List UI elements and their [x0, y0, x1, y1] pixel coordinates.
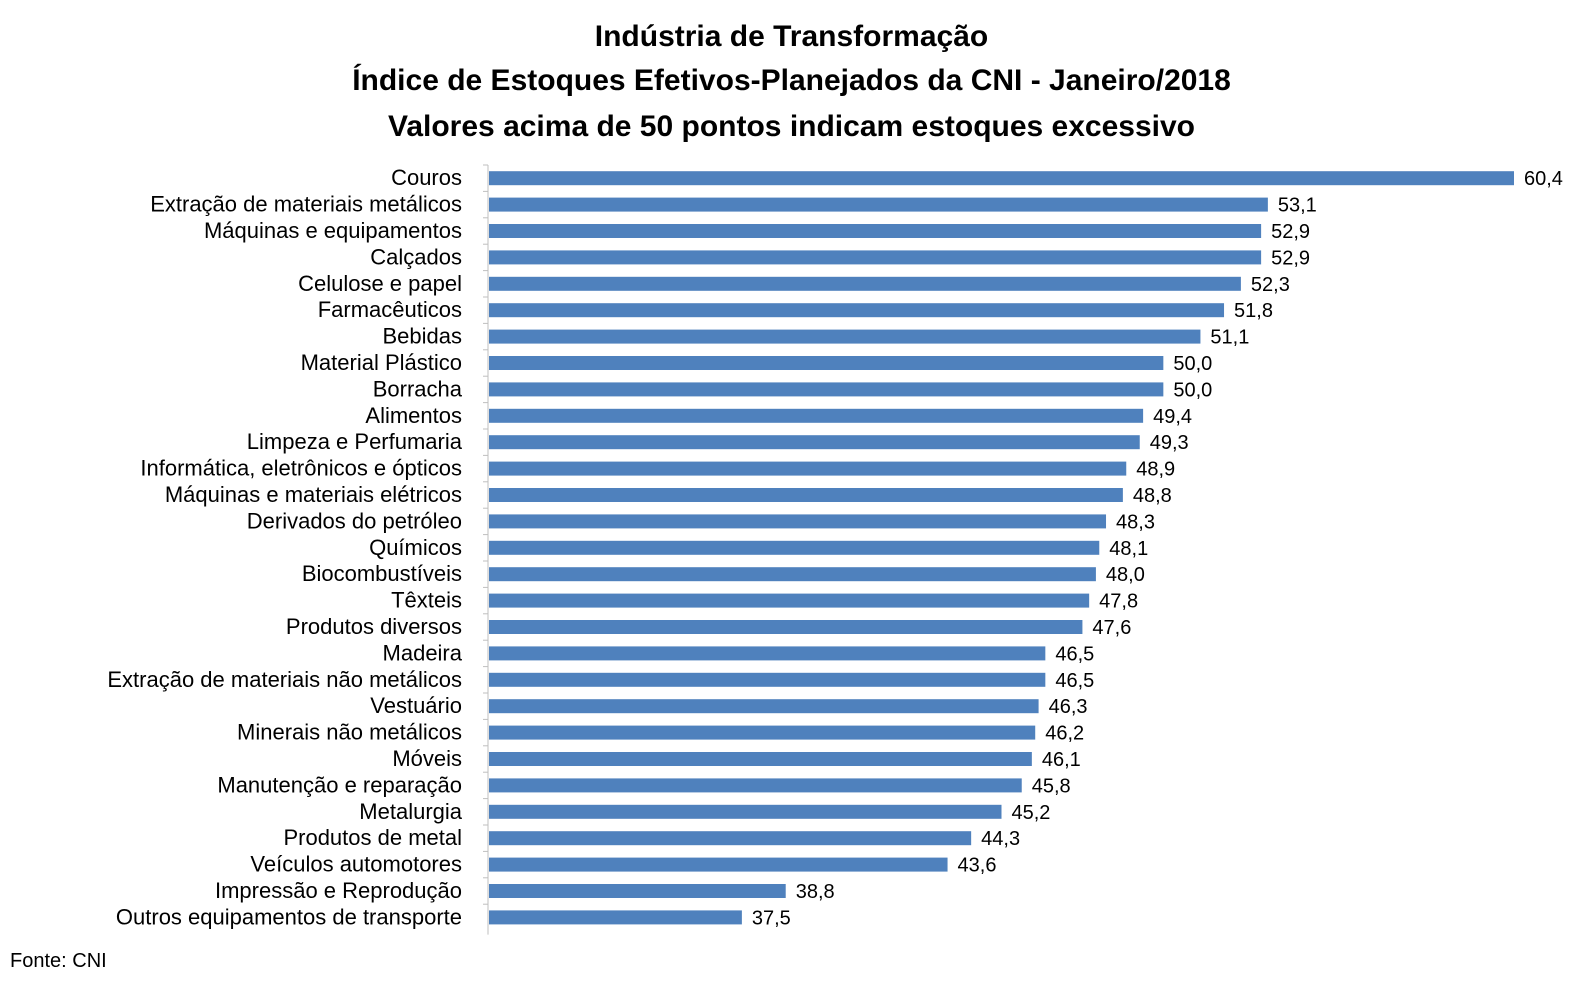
data-label: 48,9	[1136, 459, 1175, 481]
category-label: Minerais não metálicos	[237, 720, 462, 745]
bar	[489, 540, 1100, 555]
category-label: Máquinas e materiais elétricos	[165, 482, 462, 507]
bar	[489, 857, 948, 872]
bar	[489, 171, 1514, 186]
data-label: 60,4	[1524, 168, 1563, 190]
data-label: 38,8	[796, 881, 835, 903]
data-label: 46,1	[1042, 749, 1081, 771]
bar	[489, 672, 1046, 687]
data-label: 52,9	[1271, 247, 1310, 269]
chart-title-line-3: Valores acima de 50 pontos indicam estoq…	[387, 110, 1196, 143]
chart-title-line-2: Índice de Estoques Efetivos-Planejados d…	[352, 64, 1231, 97]
bar	[489, 435, 1140, 450]
data-label: 53,1	[1278, 195, 1317, 217]
bar	[489, 461, 1127, 476]
bar	[489, 699, 1039, 714]
bar	[489, 514, 1107, 529]
bar	[489, 408, 1144, 423]
category-label: Têxteis	[391, 588, 462, 613]
data-label: 52,9	[1271, 221, 1310, 243]
source-note: Fonte: CNI	[10, 950, 107, 972]
bar	[489, 593, 1090, 608]
data-label: 45,2	[1012, 802, 1051, 824]
category-label: Borracha	[373, 376, 463, 401]
chart-title-line-1: Indústria de Transformação	[594, 20, 989, 53]
data-label: 47,8	[1099, 591, 1138, 613]
data-label: 48,8	[1133, 485, 1172, 507]
category-label: Alimentos	[365, 403, 462, 428]
category-label: Máquinas e equipamentos	[204, 218, 462, 243]
bar	[489, 356, 1164, 370]
data-label: 46,5	[1055, 643, 1094, 665]
bar	[489, 488, 1123, 502]
bar	[489, 250, 1262, 265]
category-label: Veículos automotores	[250, 852, 462, 877]
category-label: Metalurgia	[359, 799, 462, 824]
data-label: 43,6	[958, 855, 997, 877]
category-label: Biocombustíveis	[302, 561, 462, 586]
data-label: 44,3	[981, 828, 1020, 850]
category-label: Informática, eletrônicos e ópticos	[140, 456, 462, 481]
data-label: 46,2	[1045, 723, 1084, 745]
category-label: Outros equipamentos de transporte	[116, 904, 462, 929]
bar	[489, 620, 1083, 634]
data-label: 45,8	[1032, 775, 1071, 797]
category-label: Químicos	[369, 535, 462, 560]
bar	[489, 567, 1096, 582]
category-label: Móveis	[392, 746, 462, 771]
bar	[489, 382, 1164, 397]
bar	[489, 197, 1268, 212]
category-label: Limpeza e Perfumaria	[247, 429, 463, 454]
bar	[489, 804, 1002, 819]
bar	[489, 884, 786, 898]
category-label: Produtos diversos	[286, 614, 462, 639]
category-label: Extração de materiais não metálicos	[107, 667, 462, 692]
category-label: Madeira	[383, 640, 463, 665]
data-label: 49,3	[1150, 432, 1189, 454]
data-label: 46,5	[1055, 670, 1094, 692]
data-label: 49,4	[1153, 406, 1192, 428]
bar	[489, 646, 1046, 661]
category-label: Impressão e Reprodução	[215, 878, 462, 903]
data-label: 51,8	[1234, 300, 1273, 322]
category-label: Extração de materiais metálicos	[150, 192, 462, 217]
data-label: 48,0	[1106, 564, 1145, 586]
bar	[489, 778, 1022, 793]
category-label: Produtos de metal	[283, 825, 462, 850]
bar	[489, 329, 1201, 344]
data-label: 37,5	[752, 907, 791, 929]
bar	[489, 224, 1262, 238]
bar	[489, 303, 1225, 318]
category-label: Farmacêuticos	[318, 297, 462, 322]
category-label: Calçados	[370, 244, 462, 269]
data-label: 51,1	[1210, 327, 1249, 349]
category-label: Couros	[391, 165, 462, 190]
data-label: 50,0	[1173, 353, 1212, 375]
category-label: Material Plástico	[301, 350, 462, 375]
data-label: 48,3	[1116, 511, 1155, 533]
data-label: 48,1	[1109, 538, 1148, 560]
data-label: 50,0	[1173, 379, 1212, 401]
data-label: 47,6	[1092, 617, 1131, 639]
category-label: Derivados do petróleo	[247, 508, 462, 533]
category-label: Vestuário	[370, 693, 462, 718]
category-label: Manutenção e reparação	[217, 772, 462, 797]
bar	[489, 725, 1036, 740]
bar	[489, 276, 1241, 291]
data-label: 52,3	[1251, 274, 1290, 296]
category-label: Bebidas	[382, 324, 462, 349]
category-label: Celulose e papel	[298, 271, 462, 296]
bar	[489, 910, 742, 925]
bar	[489, 831, 972, 846]
bar	[489, 752, 1032, 766]
data-label: 46,3	[1049, 696, 1088, 718]
